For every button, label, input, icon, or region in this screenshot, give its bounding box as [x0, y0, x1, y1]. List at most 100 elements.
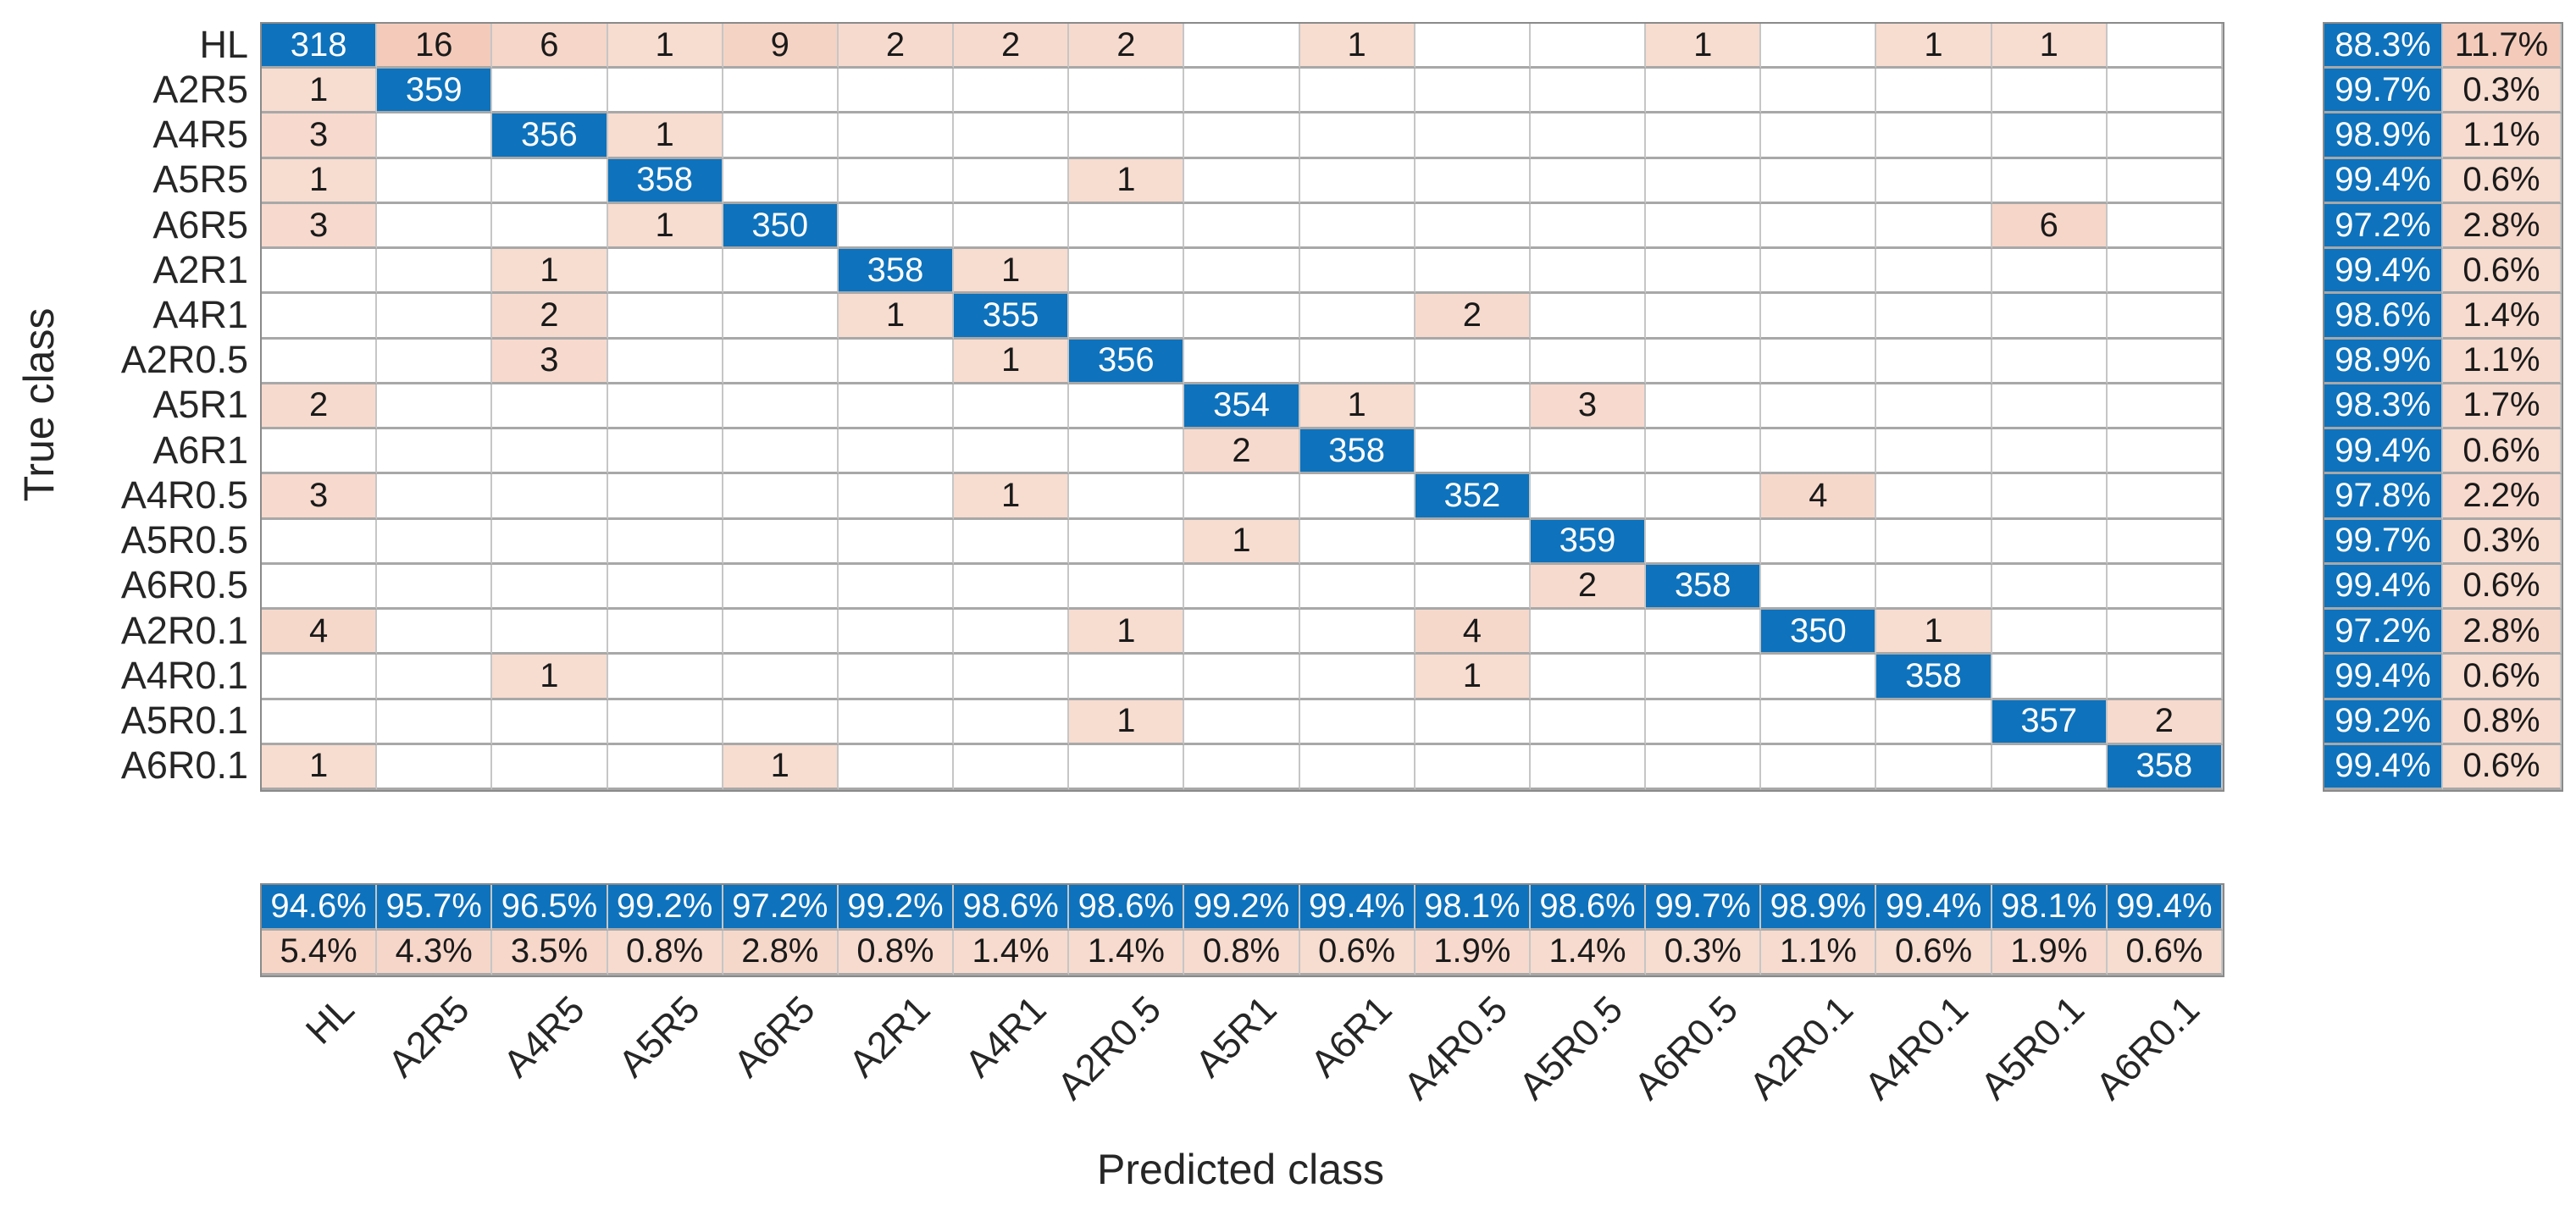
matrix-cell: 2: [1415, 294, 1531, 340]
matrix-cell: [1530, 203, 1647, 250]
matrix-cell: [1069, 384, 1185, 430]
matrix-cell: [1415, 429, 1531, 475]
matrix-cell: 1: [1184, 519, 1300, 565]
x-tick-label: A5R0.1: [1971, 987, 2092, 1108]
matrix-cell: 1: [1069, 158, 1185, 204]
matrix-cell: [1992, 158, 2108, 204]
matrix-cell: [607, 69, 723, 114]
matrix-cell: [1992, 744, 2108, 790]
matrix-cell: [607, 564, 723, 611]
matrix-cell-diagonal: 358: [2107, 744, 2223, 790]
col-summary-error-cell: 4.3%: [377, 930, 493, 976]
matrix-cell: [1992, 474, 2108, 520]
y-tick-label: A2R0.5: [120, 338, 248, 382]
col-summary-error-cell: 1.1%: [1761, 930, 1877, 976]
matrix-cell: [954, 69, 1070, 114]
matrix-cell: [723, 339, 839, 384]
matrix-cell: [492, 744, 608, 790]
matrix-cell: [1415, 24, 1531, 69]
matrix-cell: [2107, 294, 2223, 340]
matrix-cell: [607, 519, 723, 565]
matrix-cell: [1530, 113, 1647, 159]
matrix-cell: [262, 294, 378, 340]
col-summary-error-cell: 3.5%: [492, 930, 608, 976]
matrix-cell: [1415, 158, 1531, 204]
matrix-cell: [838, 519, 955, 565]
col-summary-correct-cell: 99.4%: [2107, 885, 2223, 931]
y-tick-label: HL: [199, 22, 248, 66]
matrix-cell: [1069, 744, 1185, 790]
matrix-cell: 1: [607, 203, 723, 250]
matrix-cell: [1415, 113, 1531, 159]
matrix-cell: [607, 610, 723, 655]
matrix-cell: [607, 699, 723, 745]
matrix-cell: [838, 384, 955, 430]
row-summary-error-cell: 1.1%: [2443, 113, 2562, 159]
matrix-cell: [607, 249, 723, 295]
matrix-cell: [1646, 339, 1762, 384]
matrix-cell: 4: [262, 610, 378, 655]
col-summary-error-cell: 1.4%: [954, 930, 1070, 976]
matrix-cell: [1992, 610, 2108, 655]
matrix-cell: [492, 158, 608, 204]
matrix-cell: 3: [262, 113, 378, 159]
matrix-cell: 3: [262, 474, 378, 520]
x-tick-label: A5R0.5: [1510, 987, 1631, 1108]
matrix-cell: [1184, 339, 1300, 384]
matrix-cell: [1646, 203, 1762, 250]
matrix-cell: [1299, 339, 1415, 384]
x-tick-label: A4R5: [494, 987, 593, 1086]
matrix-cell: [2107, 564, 2223, 611]
matrix-cell: [1646, 474, 1762, 520]
matrix-cell: [723, 699, 839, 745]
matrix-cell: [1184, 610, 1300, 655]
x-tick-label: A2R5: [379, 987, 478, 1086]
matrix-cell: 2: [262, 384, 378, 430]
matrix-cell: [1646, 744, 1762, 790]
matrix-cell: [2107, 203, 2223, 250]
matrix-cell: [1415, 564, 1531, 611]
matrix-cell: [1069, 655, 1185, 700]
matrix-cell: [1876, 744, 1992, 790]
row-summary-correct-cell: 99.4%: [2324, 564, 2443, 611]
row-summary-error-cell: 0.6%: [2443, 429, 2562, 475]
matrix-cell: [838, 158, 955, 204]
col-summary-error-cell: 0.8%: [838, 930, 955, 976]
col-summary-correct-cell: 94.6%: [262, 885, 378, 931]
matrix-cell: [1876, 203, 1992, 250]
matrix-cell: 2: [954, 24, 1070, 69]
matrix-cell-diagonal: 350: [723, 203, 839, 250]
matrix-cell: 2: [2107, 699, 2223, 745]
col-summary-correct-cell: 99.2%: [1184, 885, 1300, 931]
matrix-cell: [1415, 699, 1531, 745]
matrix-cell: [2107, 249, 2223, 295]
y-tick-label: A4R0.5: [120, 473, 248, 517]
matrix-cell: [1069, 249, 1185, 295]
col-summary-error-cell: 1.9%: [1415, 930, 1531, 976]
matrix-cell: [1992, 249, 2108, 295]
matrix-cell: [1299, 69, 1415, 114]
matrix-cell: [607, 655, 723, 700]
matrix-cell: [1530, 744, 1647, 790]
matrix-cell: [954, 113, 1070, 159]
matrix-cell: [492, 203, 608, 250]
col-summary-error-cell: 0.8%: [1184, 930, 1300, 976]
matrix-cell: [954, 429, 1070, 475]
col-summary-correct-cell: 98.1%: [1992, 885, 2108, 931]
matrix-cell: [1761, 384, 1877, 430]
matrix-cell: [1299, 474, 1415, 520]
matrix-cell: [492, 564, 608, 611]
matrix-cell: [954, 610, 1070, 655]
col-summary-error-cell: 2.8%: [723, 930, 839, 976]
row-summary-error-cell: 0.6%: [2443, 249, 2562, 295]
matrix-cell: 4: [1415, 610, 1531, 655]
matrix-cell: 6: [1992, 203, 2108, 250]
matrix-cell: [1069, 113, 1185, 159]
y-tick-label: A6R5: [152, 202, 248, 246]
x-tick-label: HL: [296, 987, 363, 1053]
matrix-cell: [1299, 564, 1415, 611]
matrix-cell: [1876, 519, 1992, 565]
matrix-cell: [492, 519, 608, 565]
matrix-cell: [1876, 294, 1992, 340]
